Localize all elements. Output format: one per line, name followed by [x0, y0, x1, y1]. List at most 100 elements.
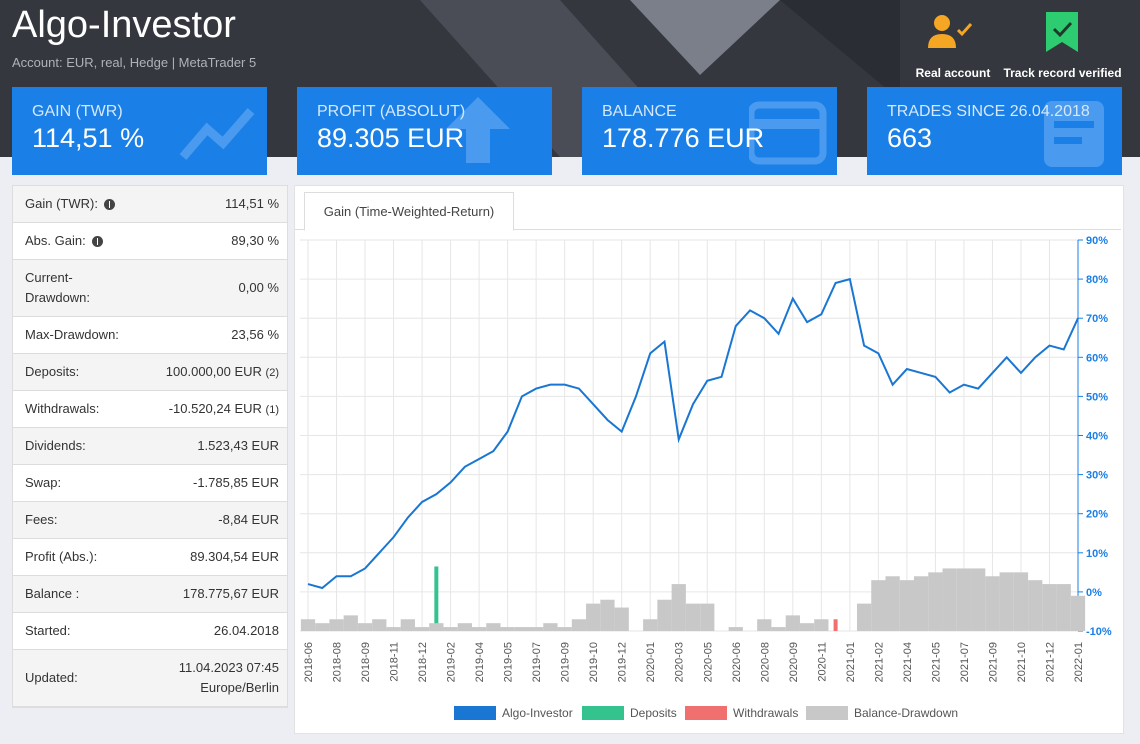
card-icon [179, 108, 255, 160]
stats-value-cell: -1.785,85 EUR [193, 473, 279, 493]
stats-value-cell: -10.520,24 EUR (1) [169, 399, 279, 420]
bar [1056, 584, 1071, 631]
x-tick-label: 2020-01 [645, 642, 657, 682]
stats-label: Balance : [25, 586, 80, 601]
bar [771, 627, 786, 631]
stats-value-cell: 114,51 % [225, 194, 279, 214]
stats-label: Updated: [25, 670, 78, 685]
x-tick-label: 2018-06 [303, 642, 315, 682]
stats-value-cell: 0,00 % [239, 278, 279, 298]
stats-label-cell: Balance : [25, 584, 79, 604]
card-label: PROFIT (ABSOLUT) [317, 103, 466, 120]
y-tick-label: -10% [1086, 626, 1112, 638]
stats-label-cell: Profit (Abs.): [25, 547, 97, 567]
legend-label: Algo-Investor [502, 706, 573, 720]
bar [514, 627, 530, 631]
stats-table: Gain (TWR): 114,51 % Abs. Gain: 89,30 % Curr… [12, 185, 288, 708]
x-tick-label: 2020-11 [816, 642, 828, 682]
badge: Real account [915, 66, 991, 80]
bar [1028, 580, 1043, 631]
bar [571, 619, 587, 631]
stats-label: Deposits: [25, 364, 80, 379]
x-tick-label: 2021-07 [959, 642, 971, 682]
y-tick-label: 70% [1086, 313, 1108, 325]
x-tick-label: 2021-04 [902, 642, 914, 682]
stats-row: Gain (TWR): 114,51 % [13, 186, 287, 223]
bar [529, 627, 544, 631]
stats-value-cell: 26.04.2018 [214, 621, 279, 641]
bar [757, 619, 772, 631]
bar [728, 627, 743, 631]
y-tick-label: 90% [1086, 235, 1108, 247]
stats-value: 114,51 % [225, 196, 279, 211]
bar [434, 566, 439, 631]
x-tick-label: 2020-08 [759, 642, 771, 682]
y-tick-label: 40% [1086, 431, 1108, 443]
stats-label-cell: Dividends: [25, 436, 86, 456]
x-tick-label: 2018-09 [360, 642, 372, 682]
stats-label: Profit (Abs.): [25, 549, 98, 564]
card-icon [749, 101, 827, 165]
bar [856, 603, 872, 631]
stats-value: 23,56 % [231, 327, 279, 342]
bar [300, 619, 316, 631]
stats-value-cell: 89.304,54 EUR [190, 547, 279, 567]
stats-value-cell: 1.523,43 EUR [197, 436, 279, 456]
stats-label-cell: Fees: [25, 510, 58, 530]
bar [329, 619, 344, 631]
bar [543, 623, 558, 631]
stats-label-cell: Started: [25, 621, 71, 641]
y-tick-label: 80% [1086, 274, 1108, 286]
bar [1070, 595, 1086, 631]
tab[interactable]: Gain (Time-Weighted-Return) [304, 192, 514, 231]
chart-panel [294, 185, 1124, 734]
legend-label: Balance-Drawdown [854, 706, 958, 720]
bar [643, 619, 658, 631]
stats-row: Swap: -1.785,85 EUR [13, 465, 287, 502]
card-label: BALANCE [602, 103, 677, 120]
stats-label: Withdrawals: [25, 401, 100, 416]
legend-swatch [582, 706, 624, 720]
bar [586, 603, 601, 631]
stats-value: -1.785,85 EUR [193, 475, 279, 490]
card-value: 663 [887, 123, 933, 153]
x-tick-label: 2022-01 [1073, 642, 1085, 682]
x-tick-label: 2018-08 [332, 642, 344, 682]
stats-row: Max-Drawdown: 23,56 % [13, 317, 287, 354]
bar [457, 623, 472, 631]
x-tick-label: 2019-09 [560, 642, 572, 682]
x-tick-label: 2020-06 [731, 642, 743, 682]
stats-row: Withdrawals: -10.520,24 EUR (1) [13, 391, 287, 428]
line [307, 277, 1079, 590]
legend-swatch [685, 706, 727, 720]
bar [971, 568, 986, 631]
x-tick-label: 2018-11 [389, 642, 401, 682]
stats-label-cell: Swap: [25, 473, 61, 493]
x-tick-label: 2021-05 [930, 642, 942, 682]
stats-value: -8,84 EUR [218, 512, 279, 527]
tab-line [295, 229, 1121, 230]
stats-value-cell: 11.04.2023 07:45 Europe/Berlin [159, 658, 279, 698]
x-tick-label: 2020-05 [702, 642, 714, 682]
stats-label-cell: Abs. Gain: [25, 231, 103, 251]
bar [928, 572, 943, 631]
x-tick-label: 2019-04 [474, 642, 486, 682]
bar [999, 572, 1014, 631]
stats-row: Dividends: 1.523,43 EUR [13, 428, 287, 465]
bar [486, 623, 501, 631]
stats-row: Current-Drawdown: 0,00 % [13, 260, 287, 317]
y-tick-label: 20% [1086, 509, 1108, 521]
x-tick-label: 2018-12 [417, 642, 429, 682]
x-tick-label: 2019-05 [503, 642, 515, 682]
card-icon [1044, 101, 1104, 167]
x-tick-label: 2021-02 [873, 642, 885, 682]
stats-note: (1) [265, 403, 279, 416]
badge: Track record verified [1003, 66, 1122, 80]
stats-label: Dividends: [25, 438, 86, 453]
stats-label-cell: Max-Drawdown: [25, 325, 119, 345]
bar [985, 576, 1000, 631]
x-tick-label: 2021-12 [1044, 642, 1056, 682]
bar [1013, 572, 1029, 631]
stats-label: Swap: [25, 475, 62, 490]
